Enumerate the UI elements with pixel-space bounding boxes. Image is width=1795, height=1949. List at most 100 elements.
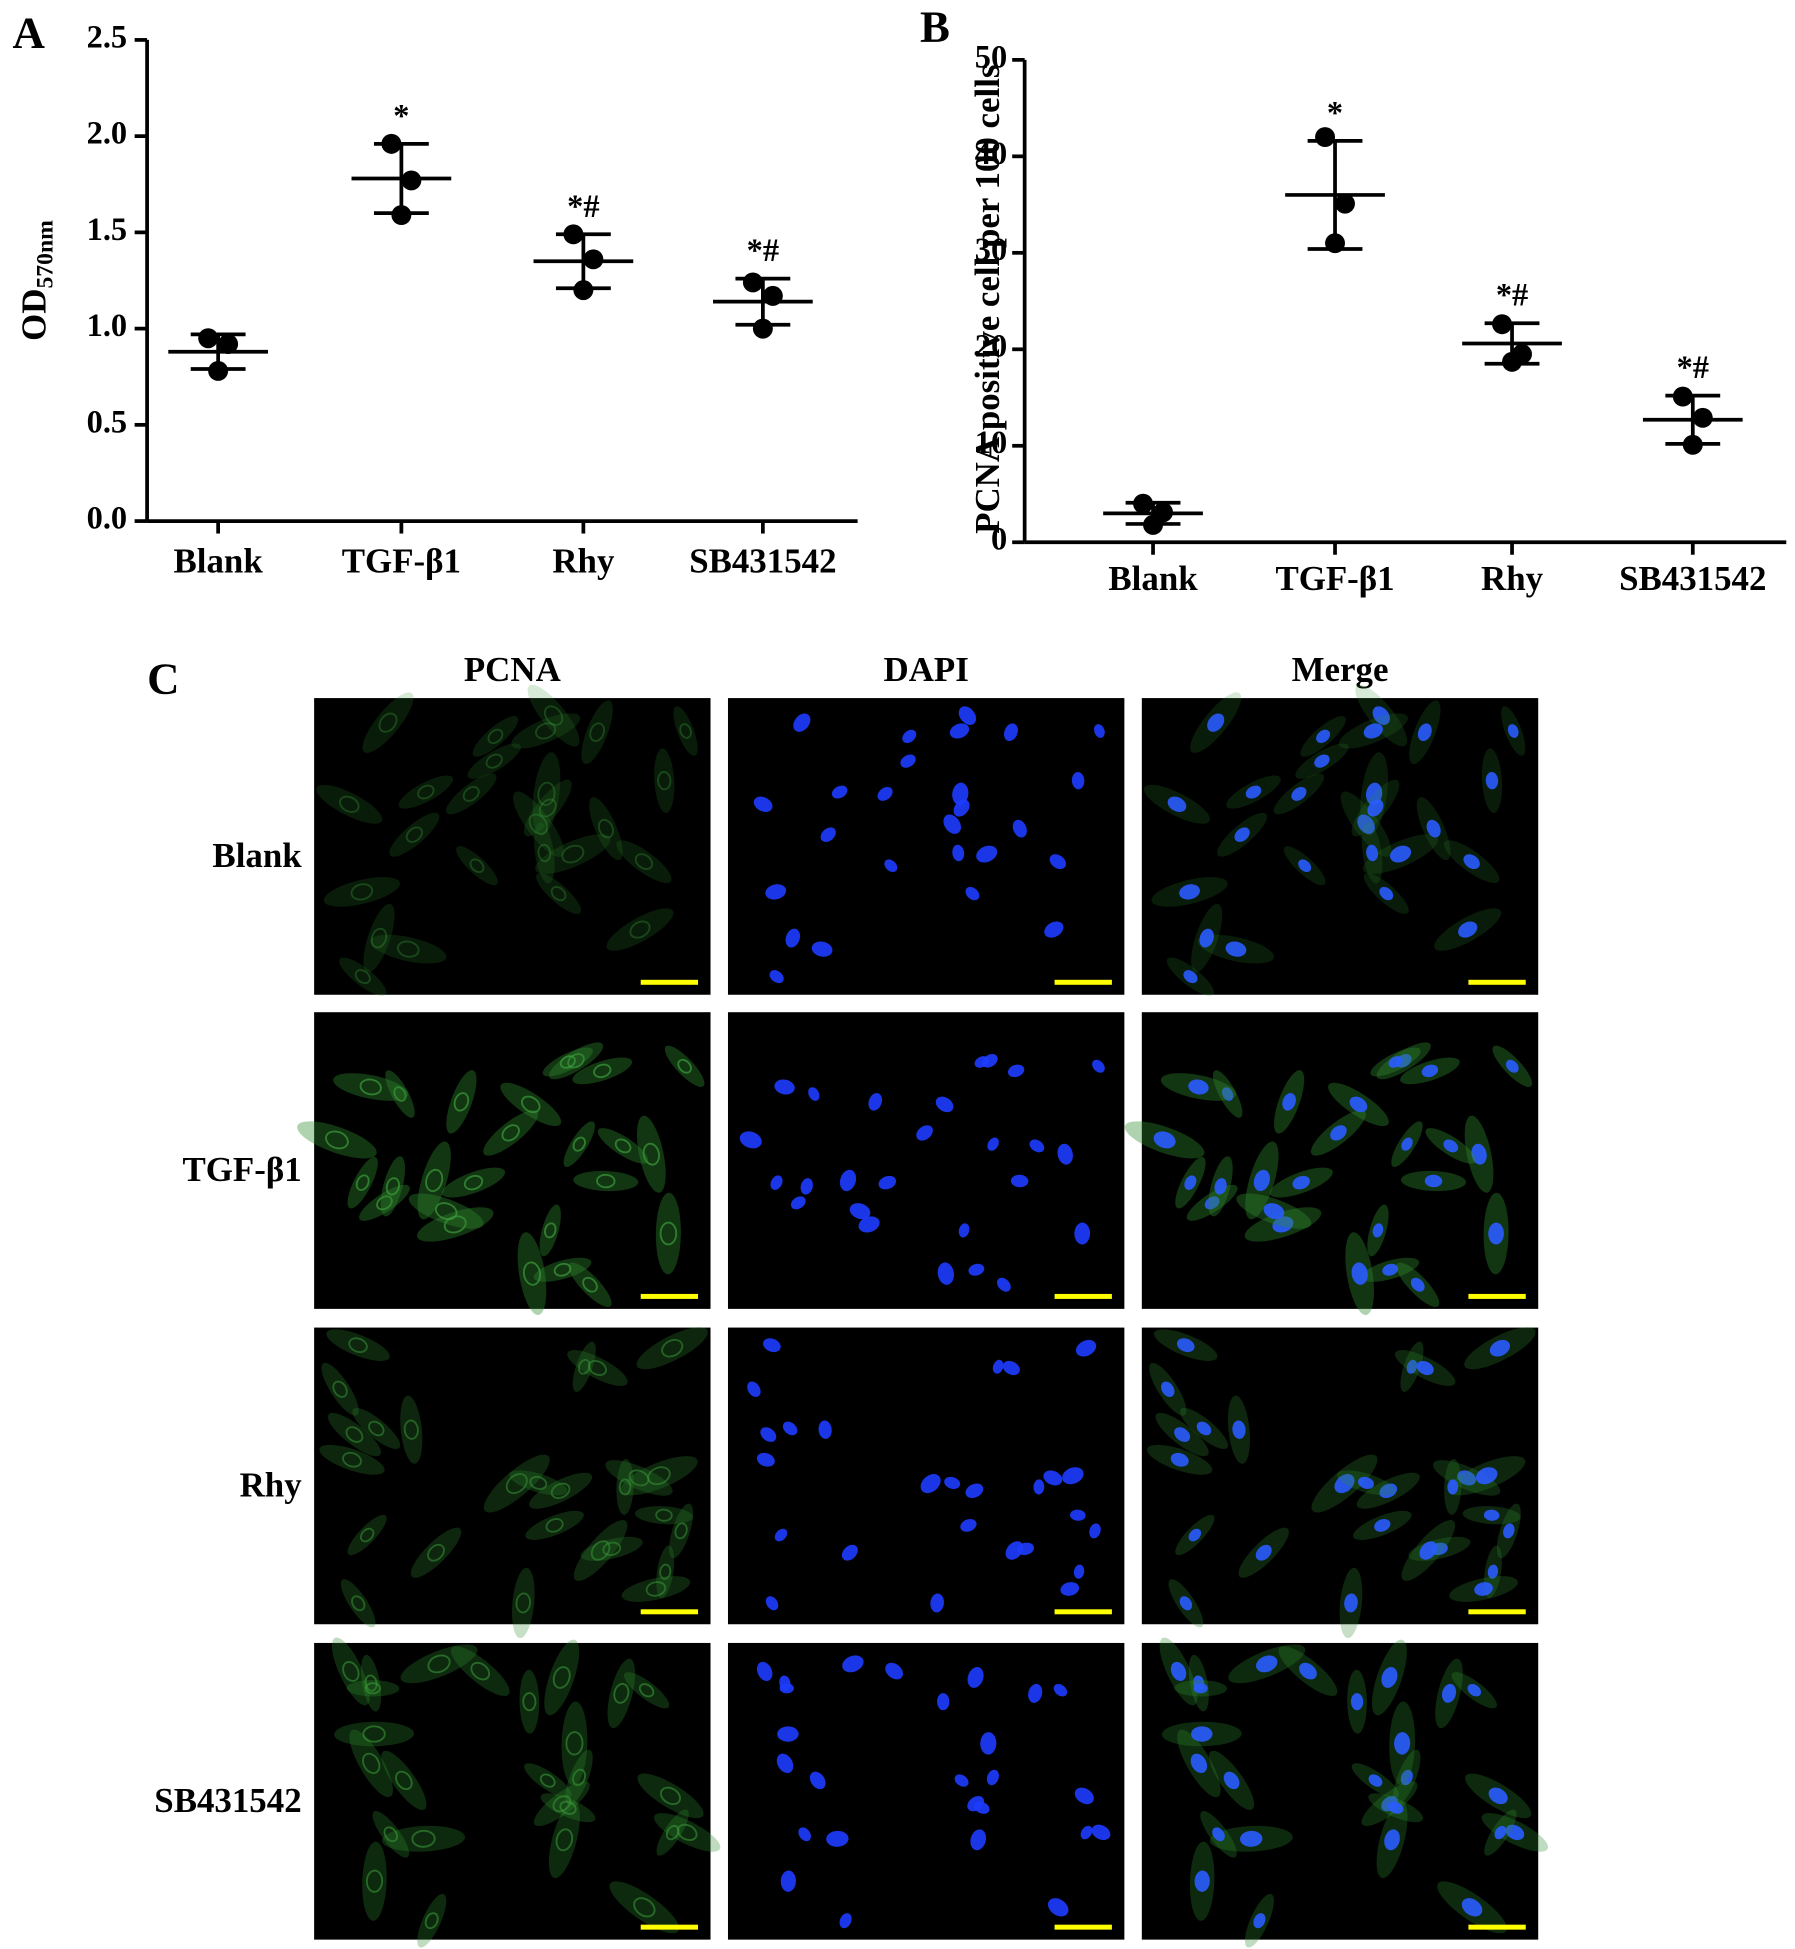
nucleus-green [359,1527,375,1543]
nucleus-green [463,1174,484,1191]
cell-body [523,779,572,837]
nucleus [1053,1684,1068,1697]
nucleus-green [655,1508,673,1522]
nucleus [1070,1509,1086,1521]
cell-body [500,1082,562,1127]
nucleus [1167,796,1187,812]
nucleus-green [659,1221,678,1246]
nucleus [818,1420,832,1439]
cell-body [623,1672,670,1709]
column-header: PCNA [464,650,561,689]
nucleus [1394,1732,1411,1755]
cell-body [563,1121,595,1167]
nucleus [1419,1541,1438,1560]
nucleus [943,814,961,834]
cell-body [669,1503,694,1559]
significance-label: *# [1677,350,1709,386]
cell-body [400,1395,423,1464]
y-axis-label-main: OD [14,289,53,341]
nucleus-green [679,723,692,739]
nucleus [1349,1096,1368,1113]
nucleus [1255,1544,1272,1561]
nucleus [1091,1824,1111,1841]
x-tick-label: Blank [1108,559,1198,598]
nucleus [1471,1143,1487,1165]
nucleus [1263,1203,1285,1220]
nucleus-green [629,920,651,939]
nucleus [878,1175,897,1190]
cell-body [580,1536,643,1561]
nucleus-green [537,843,552,863]
nucleus [1194,1870,1210,1892]
cell-body [417,1141,451,1220]
nucleus [1074,1787,1094,1805]
nucleus [958,1223,970,1238]
nucleus [842,1655,864,1673]
cell-body [319,1444,385,1475]
nucleus-green [535,722,557,740]
nucleus-green [674,1522,688,1540]
cell-body [333,1073,409,1101]
nucleus [1170,1452,1189,1467]
nucleus-green [553,1262,572,1277]
nucleus [1223,1771,1240,1790]
nucleus [1092,1059,1105,1073]
nucleus-green [538,798,557,818]
nucleus [1190,1753,1208,1774]
nucleus-green [593,1063,612,1079]
significance-label: *# [747,233,779,269]
nucleus [1382,1263,1399,1276]
nucleus [1400,1769,1413,1786]
nucleus [779,1683,794,1694]
nucleus-green [362,1752,381,1774]
nucleus-green [434,1202,458,1221]
data-point [401,170,422,191]
nucleus [1388,1056,1403,1068]
nucleus [967,1667,984,1688]
cell-body [408,1193,484,1229]
nucleus [774,1528,788,1542]
nucleus-green [561,844,585,864]
nucleus-green [642,1142,661,1166]
data-point [573,280,594,301]
nucleus [782,1421,798,1436]
nucleus [1225,941,1247,957]
nucleus [1417,723,1432,742]
nucleus [974,1056,989,1068]
nucleus [1089,1523,1101,1539]
nucleus-green [355,1174,370,1191]
nucleus [1344,1593,1358,1613]
cell-body [517,1232,547,1315]
cell-body [509,1470,568,1496]
micrograph [1141,684,1539,996]
nucleus [1214,1178,1227,1195]
nucleus [747,1381,761,1397]
nucleus [1410,1277,1425,1292]
nucleus [1191,1726,1213,1742]
cell-body [389,812,440,857]
nucleus [1253,1169,1270,1192]
nucleus-green [505,1473,528,1495]
cell-body [656,1545,675,1598]
nucleus [1047,1898,1069,1917]
nucleus-green [628,1469,650,1487]
cell-body [472,715,519,757]
nucleus-green [659,1786,681,1806]
cell-body [381,1750,427,1810]
nucleus [1363,723,1383,739]
cell-body [446,1070,477,1134]
nucleus-green [393,1086,407,1102]
cell-body [450,1646,510,1696]
nucleus [1334,1474,1355,1494]
cell-body [548,1042,604,1080]
data-point [391,205,412,226]
cell-body [456,846,498,886]
cell-body [605,1460,673,1496]
nucleus [1256,1655,1278,1673]
nucleus [1010,1174,1029,1188]
nucleus [1057,1143,1073,1165]
nucleus-green [665,1824,680,1841]
panel-label: C [147,653,179,703]
micrograph [727,698,1125,995]
nucleus-green [582,1276,598,1293]
